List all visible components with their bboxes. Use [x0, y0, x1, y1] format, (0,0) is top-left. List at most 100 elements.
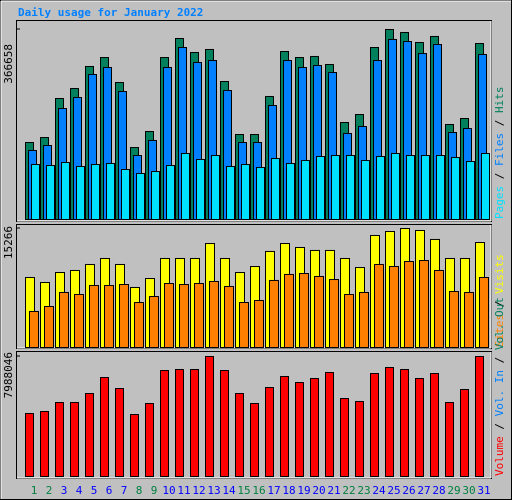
bar [190, 368, 199, 478]
legend-entry: Volume [493, 436, 506, 476]
bar [421, 155, 430, 221]
x-tick-label: 28 [432, 484, 445, 497]
bar [445, 401, 454, 477]
bar [346, 155, 355, 221]
x-tick-label: 27 [417, 484, 430, 497]
x-tick-label: 18 [282, 484, 295, 497]
bar [100, 377, 109, 477]
chart-title: Daily usage for January 2022 [18, 6, 203, 19]
bar [196, 158, 205, 221]
bar [136, 172, 145, 220]
x-tick-label: 13 [207, 484, 220, 497]
bar [175, 368, 184, 478]
bar [205, 356, 214, 477]
bar [256, 167, 265, 220]
x-tick-label: 4 [76, 484, 83, 497]
bar [76, 165, 85, 221]
bar [475, 356, 484, 477]
legend-separator: / [493, 113, 506, 133]
legend-separator: / [493, 350, 506, 370]
bar [316, 155, 325, 220]
bar [40, 410, 49, 477]
x-tick-label: 31 [477, 484, 490, 497]
bar [451, 157, 460, 220]
bar [25, 412, 34, 477]
legend-separator: / [493, 294, 506, 314]
bar [325, 371, 334, 478]
bar [479, 277, 489, 348]
bar [460, 389, 469, 477]
bar [344, 293, 354, 348]
bar [310, 377, 319, 478]
bar [85, 393, 94, 477]
bar [44, 305, 54, 348]
x-tick-label: 21 [327, 484, 340, 497]
bar [59, 291, 69, 348]
bar [295, 382, 304, 477]
bar [391, 152, 400, 220]
bar [149, 296, 159, 349]
bar [284, 273, 294, 348]
y-tick-label: 15266 [2, 226, 15, 259]
bar [404, 261, 414, 349]
legend-entry: Vol. Out [493, 297, 506, 350]
bar [89, 285, 99, 349]
bar [115, 387, 124, 477]
x-tick-label: 2 [46, 484, 53, 497]
bar [29, 310, 39, 348]
bar [415, 377, 424, 478]
x-tick-label: 19 [297, 484, 310, 497]
bar [314, 275, 324, 348]
x-tick-label: 16 [252, 484, 265, 497]
x-tick-label: 3 [61, 484, 68, 497]
x-tick-label: 25 [387, 484, 400, 497]
legend-separator: / [493, 166, 506, 186]
x-tick-label: 7 [121, 484, 128, 497]
bar [361, 159, 370, 220]
bar [269, 279, 279, 348]
legend-entry: Visits [493, 254, 506, 294]
bar [464, 291, 474, 348]
bar [430, 373, 439, 477]
bar [194, 283, 204, 348]
bar [355, 400, 364, 477]
bar [340, 398, 349, 477]
bar [160, 370, 169, 478]
bar [286, 162, 295, 220]
bar [389, 266, 399, 348]
bar [134, 302, 144, 349]
bar [31, 164, 40, 220]
x-tick-label: 24 [372, 484, 386, 497]
bar [145, 403, 154, 477]
legend-entry: Sites [493, 314, 506, 347]
bar [74, 293, 84, 348]
y-tick-label: 366658 [2, 44, 15, 84]
bar [179, 284, 189, 349]
x-tick-label: 29 [447, 484, 460, 497]
bar [374, 263, 384, 348]
legend: Pages / Files / Hits [493, 87, 506, 220]
bar [280, 375, 289, 478]
x-tick-label: 22 [342, 484, 355, 497]
bar [239, 302, 249, 349]
bar [406, 155, 415, 221]
x-tick-label: 12 [192, 484, 205, 497]
bar [254, 299, 264, 348]
bar [119, 284, 129, 349]
bar [181, 152, 190, 220]
legend-separator: / [493, 416, 506, 436]
bar [220, 370, 229, 478]
x-tick-label: 20 [312, 484, 325, 497]
bar [166, 165, 175, 221]
bar [55, 401, 64, 477]
bar [46, 165, 55, 221]
x-tick-label: 5 [91, 484, 98, 497]
bar [164, 283, 174, 348]
bar [376, 155, 385, 220]
legend-entry: Hits [493, 87, 506, 114]
x-tick-label: 30 [462, 484, 475, 497]
bar [370, 373, 379, 477]
x-tick-label: 15 [237, 484, 250, 497]
bar [385, 366, 394, 478]
